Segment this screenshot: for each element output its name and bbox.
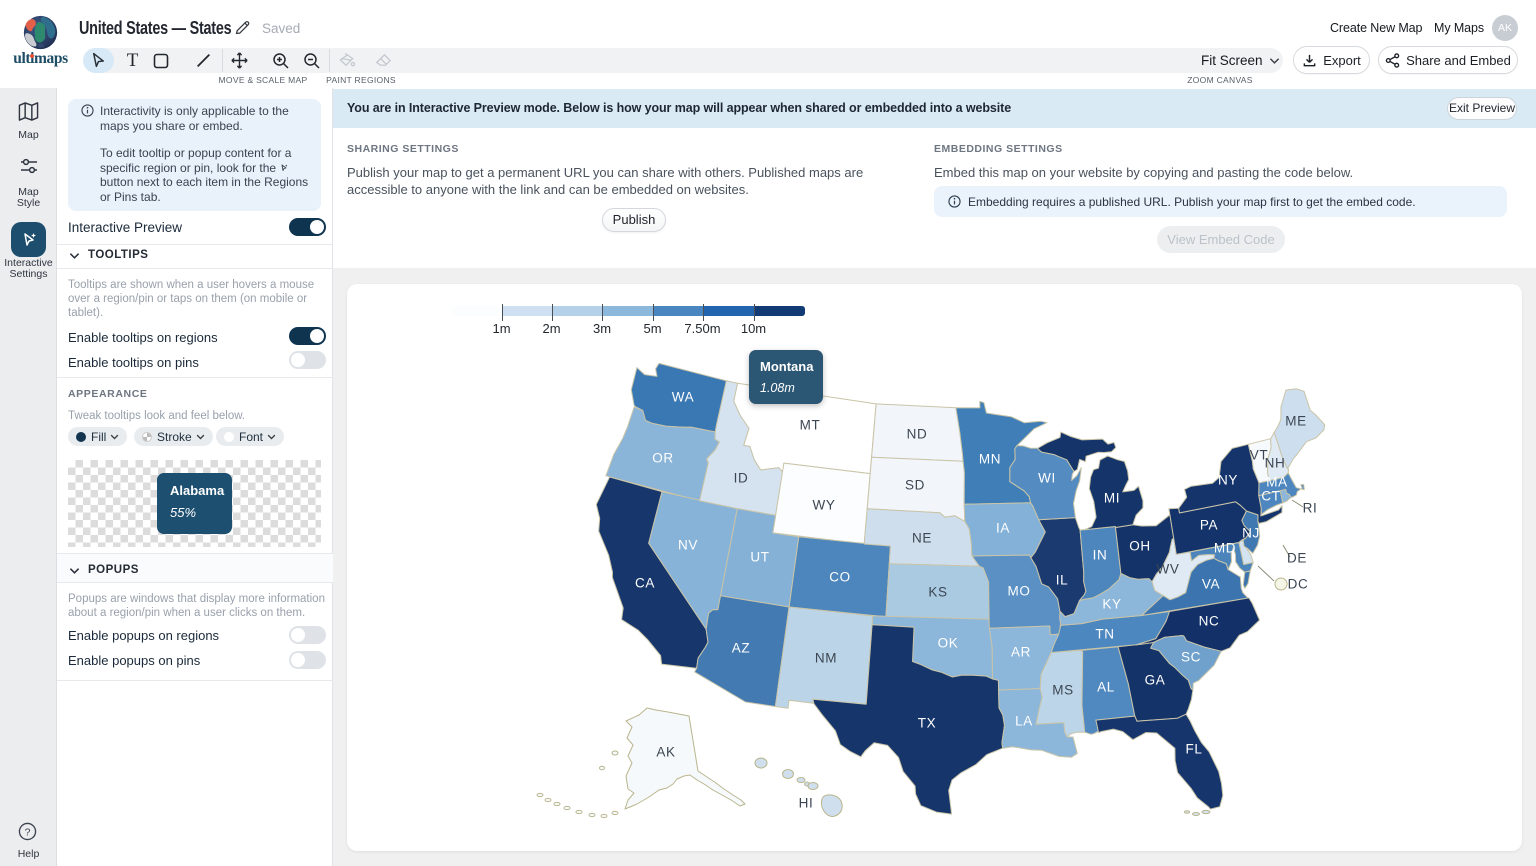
svg-text:NV: NV	[678, 538, 698, 553]
svg-text:NJ: NJ	[1242, 526, 1260, 541]
svg-text:MS: MS	[1052, 683, 1073, 698]
svg-text:PA: PA	[1200, 518, 1218, 533]
svg-text:UT: UT	[750, 550, 769, 565]
svg-text:NY: NY	[1218, 473, 1238, 488]
svg-text:ND: ND	[907, 427, 928, 442]
svg-text:NC: NC	[1199, 614, 1220, 629]
svg-text:CO: CO	[829, 570, 850, 585]
svg-text:LA: LA	[1015, 714, 1033, 729]
svg-text:MD: MD	[1214, 541, 1236, 556]
svg-text:AK: AK	[656, 745, 675, 760]
svg-text:GA: GA	[1145, 673, 1166, 688]
svg-text:IN: IN	[1093, 548, 1108, 563]
svg-text:CA: CA	[635, 576, 655, 591]
svg-text:AR: AR	[1011, 645, 1031, 660]
svg-text:OK: OK	[938, 636, 959, 651]
svg-text:SD: SD	[905, 478, 925, 493]
svg-text:KY: KY	[1102, 597, 1121, 612]
svg-text:IA: IA	[996, 521, 1010, 536]
svg-text:?: ?	[25, 827, 31, 838]
svg-text:MN: MN	[979, 452, 1001, 467]
svg-text:WV: WV	[1157, 562, 1180, 577]
svg-text:WY: WY	[813, 498, 836, 513]
svg-text:CT: CT	[1261, 489, 1280, 504]
svg-text:MT: MT	[800, 418, 821, 433]
svg-text:MI: MI	[1104, 491, 1120, 506]
svg-text:DE: DE	[1287, 551, 1307, 566]
svg-text:MO: MO	[1008, 584, 1031, 599]
svg-text:AZ: AZ	[732, 641, 750, 656]
svg-text:MA: MA	[1266, 475, 1287, 490]
svg-text:NH: NH	[1265, 456, 1286, 471]
svg-text:OR: OR	[652, 451, 673, 466]
svg-text:ME: ME	[1285, 414, 1306, 429]
svg-text:WA: WA	[672, 390, 694, 405]
svg-text:SC: SC	[1181, 650, 1201, 665]
svg-text:AL: AL	[1097, 680, 1115, 695]
svg-text:NE: NE	[912, 531, 932, 546]
svg-text:FL: FL	[1186, 742, 1203, 757]
svg-text:NM: NM	[815, 651, 837, 666]
svg-text:DC: DC	[1288, 577, 1309, 592]
svg-text:TX: TX	[918, 716, 936, 731]
svg-text:IL: IL	[1056, 573, 1068, 588]
svg-text:KS: KS	[928, 585, 947, 600]
svg-text:WI: WI	[1038, 471, 1056, 486]
svg-text:TN: TN	[1095, 627, 1114, 642]
svg-text:VA: VA	[1202, 577, 1220, 592]
svg-text:OH: OH	[1129, 539, 1150, 554]
svg-text:RI: RI	[1303, 501, 1318, 516]
svg-text:VT: VT	[1250, 448, 1268, 463]
svg-text:HI: HI	[799, 796, 814, 811]
svg-text:ID: ID	[734, 471, 749, 486]
